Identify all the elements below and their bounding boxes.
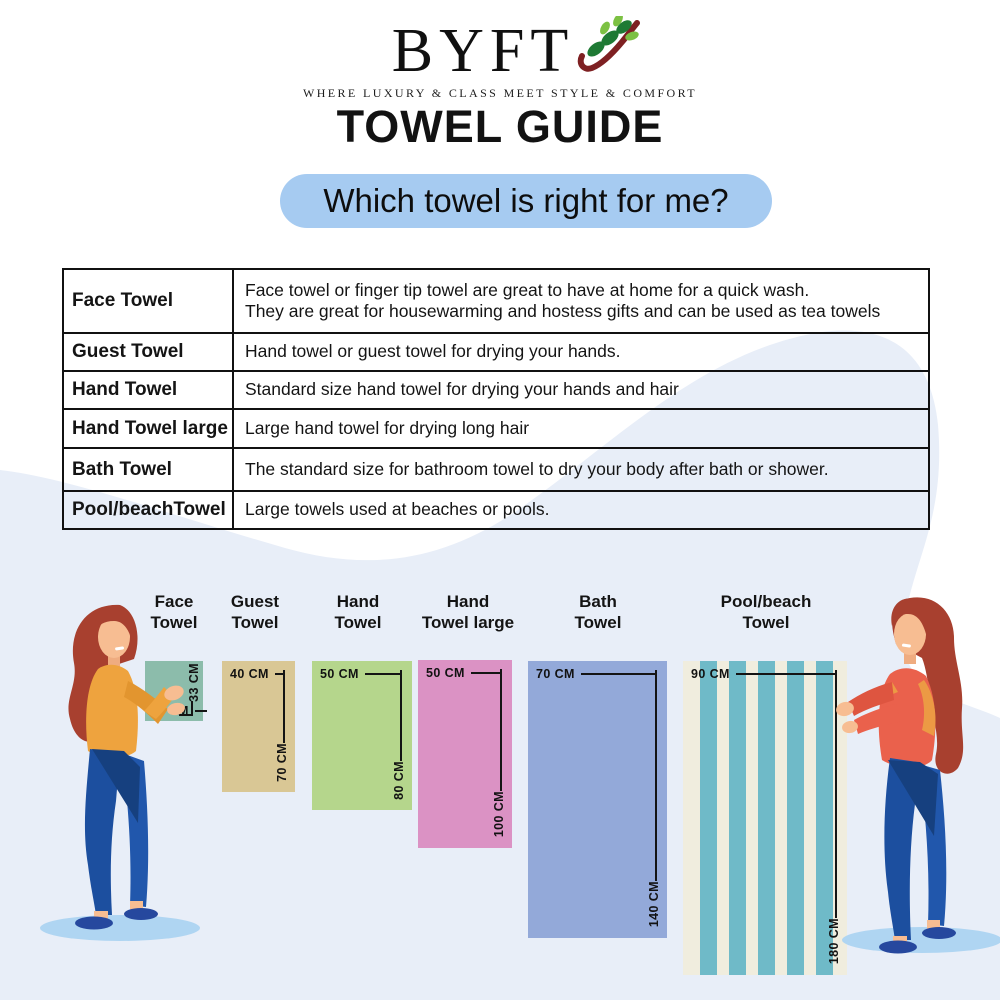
- bath-towel-swatch: 70 CM 140 CM: [528, 661, 667, 938]
- table-row: Pool/beachTowel Large towels used at bea…: [62, 490, 930, 530]
- guest-towel-width-dim: 40 CM: [230, 667, 284, 681]
- pool-beach-towel-swatch: 90 CM 180 CM: [683, 661, 847, 975]
- pool-towel-width-dim: 90 CM: [691, 667, 836, 681]
- towel-type-cell: Hand Towel large: [62, 408, 234, 449]
- brand-tagline: WHERE LUXURY & CLASS MEET STYLE & COMFOR…: [302, 86, 698, 100]
- towel-type-cell: Bath Towel: [62, 447, 234, 492]
- table-row: Face Towel Face towel or finger tip towe…: [62, 268, 930, 334]
- table-row: Bath Towel The standard size for bathroo…: [62, 447, 930, 492]
- woman-illustration-right: [836, 597, 1000, 954]
- towel-type-cell: Face Towel: [62, 268, 234, 334]
- bath-towel-width-dim: 70 CM: [536, 667, 656, 681]
- dimension-line: [499, 669, 502, 791]
- towel-type-cell: Pool/beachTowel: [62, 490, 234, 530]
- hand-towel-large-height-dim: 100 CM: [492, 791, 506, 838]
- table-row: Hand Towel large Large hand towel for dr…: [62, 408, 930, 449]
- guest-towel-swatch: 40 CM 70 CM: [222, 661, 295, 792]
- label-hand-towel: Hand Towel: [334, 592, 382, 632]
- towel-desc-cell: The standard size for bathroom towel to …: [232, 447, 930, 492]
- towel-desc-cell: Large hand towel for drying long hair: [232, 408, 930, 449]
- bath-towel-height-dim: 140 CM: [647, 881, 661, 928]
- towel-description-table: Face Towel Face towel or finger tip towe…: [62, 268, 930, 530]
- dimension-line: [399, 670, 402, 761]
- question-banner: Which towel is right for me?: [280, 174, 772, 228]
- brand-header: BYFT: [0, 16, 1000, 85]
- brand-logo-text: BYFT: [391, 17, 575, 85]
- towel-type-cell: Hand Towel: [62, 370, 234, 410]
- dimension-corner-line: [179, 701, 193, 716]
- hand-towel-large-swatch: 50 CM 100 CM: [418, 660, 512, 848]
- guest-towel-height-dim: 70 CM: [275, 743, 289, 782]
- label-pool-beach-towel: Pool/beach Towel: [720, 592, 812, 632]
- woman-illustration-left: [40, 604, 200, 941]
- table-row: Hand Towel Standard size hand towel for …: [62, 370, 930, 410]
- towel-desc-cell: Hand towel or guest towel for drying you…: [232, 332, 930, 372]
- label-face-towel: Face Towel: [150, 592, 198, 632]
- hand-towel-large-width-dim: 50 CM: [426, 666, 501, 680]
- leaf-branch-icon: [577, 16, 641, 72]
- towel-type-cell: Guest Towel: [62, 332, 234, 372]
- label-hand-towel-large: Hand Towel large: [421, 592, 515, 632]
- table-row: Guest Towel Hand towel or guest towel fo…: [62, 332, 930, 372]
- label-guest-towel: Guest Towel: [230, 592, 280, 632]
- dimension-line: [282, 670, 285, 743]
- page-title: TOWEL GUIDE: [336, 101, 664, 152]
- label-bath-towel: Bath Towel: [574, 592, 622, 632]
- hand-towel-swatch: 50 CM 80 CM: [312, 661, 412, 810]
- towel-desc-cell: Face towel or finger tip towel are great…: [232, 268, 930, 334]
- dimension-line: [654, 670, 657, 881]
- towel-desc-cell: Large towels used at beaches or pools.: [232, 490, 930, 530]
- hand-towel-width-dim: 50 CM: [320, 667, 401, 681]
- towel-desc-cell: Standard size hand towel for drying your…: [232, 370, 930, 410]
- hand-towel-height-dim: 80 CM: [392, 761, 406, 800]
- dimension-line: [834, 670, 837, 918]
